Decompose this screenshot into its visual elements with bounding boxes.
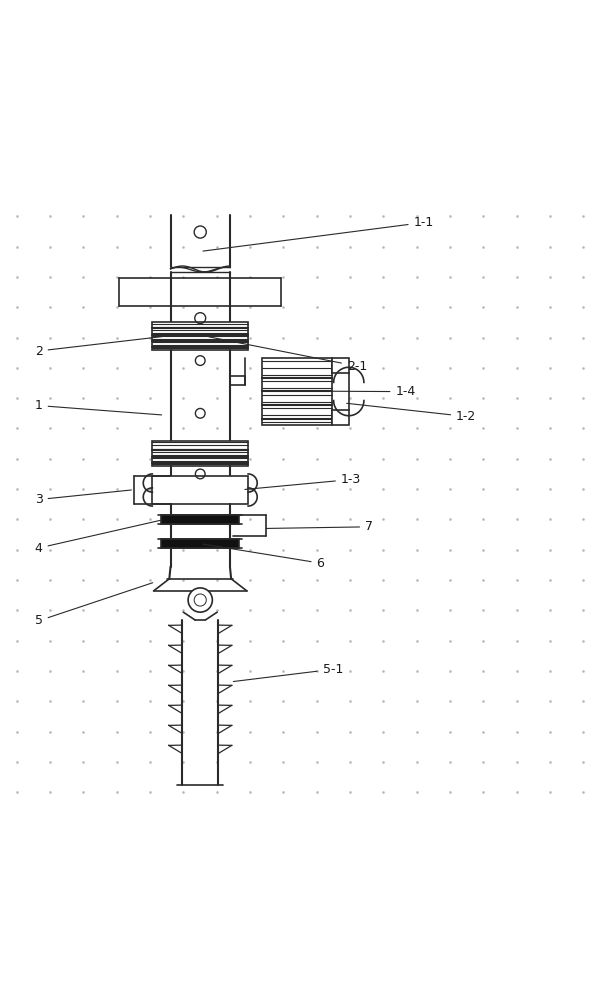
Bar: [332, 410, 349, 425]
Text: 5: 5: [35, 583, 153, 627]
Circle shape: [188, 588, 213, 612]
Text: 3: 3: [35, 490, 132, 506]
Text: 7: 7: [266, 520, 373, 533]
Text: 6: 6: [203, 544, 325, 570]
Text: 1-4: 1-4: [265, 385, 416, 398]
Bar: [152, 322, 248, 350]
Text: 1-3: 1-3: [245, 473, 361, 489]
Text: 2: 2: [35, 337, 162, 358]
Bar: [152, 476, 248, 504]
Text: 1-2: 1-2: [347, 403, 476, 423]
Bar: [161, 539, 239, 548]
Bar: [152, 441, 248, 466]
Bar: [332, 358, 349, 373]
Text: 1: 1: [35, 399, 162, 415]
Text: 1-1: 1-1: [203, 216, 434, 251]
Text: 4: 4: [35, 520, 162, 555]
Text: 2-1: 2-1: [209, 337, 367, 373]
Bar: [262, 358, 332, 425]
Text: 5-1: 5-1: [233, 663, 343, 682]
Bar: [161, 515, 239, 524]
